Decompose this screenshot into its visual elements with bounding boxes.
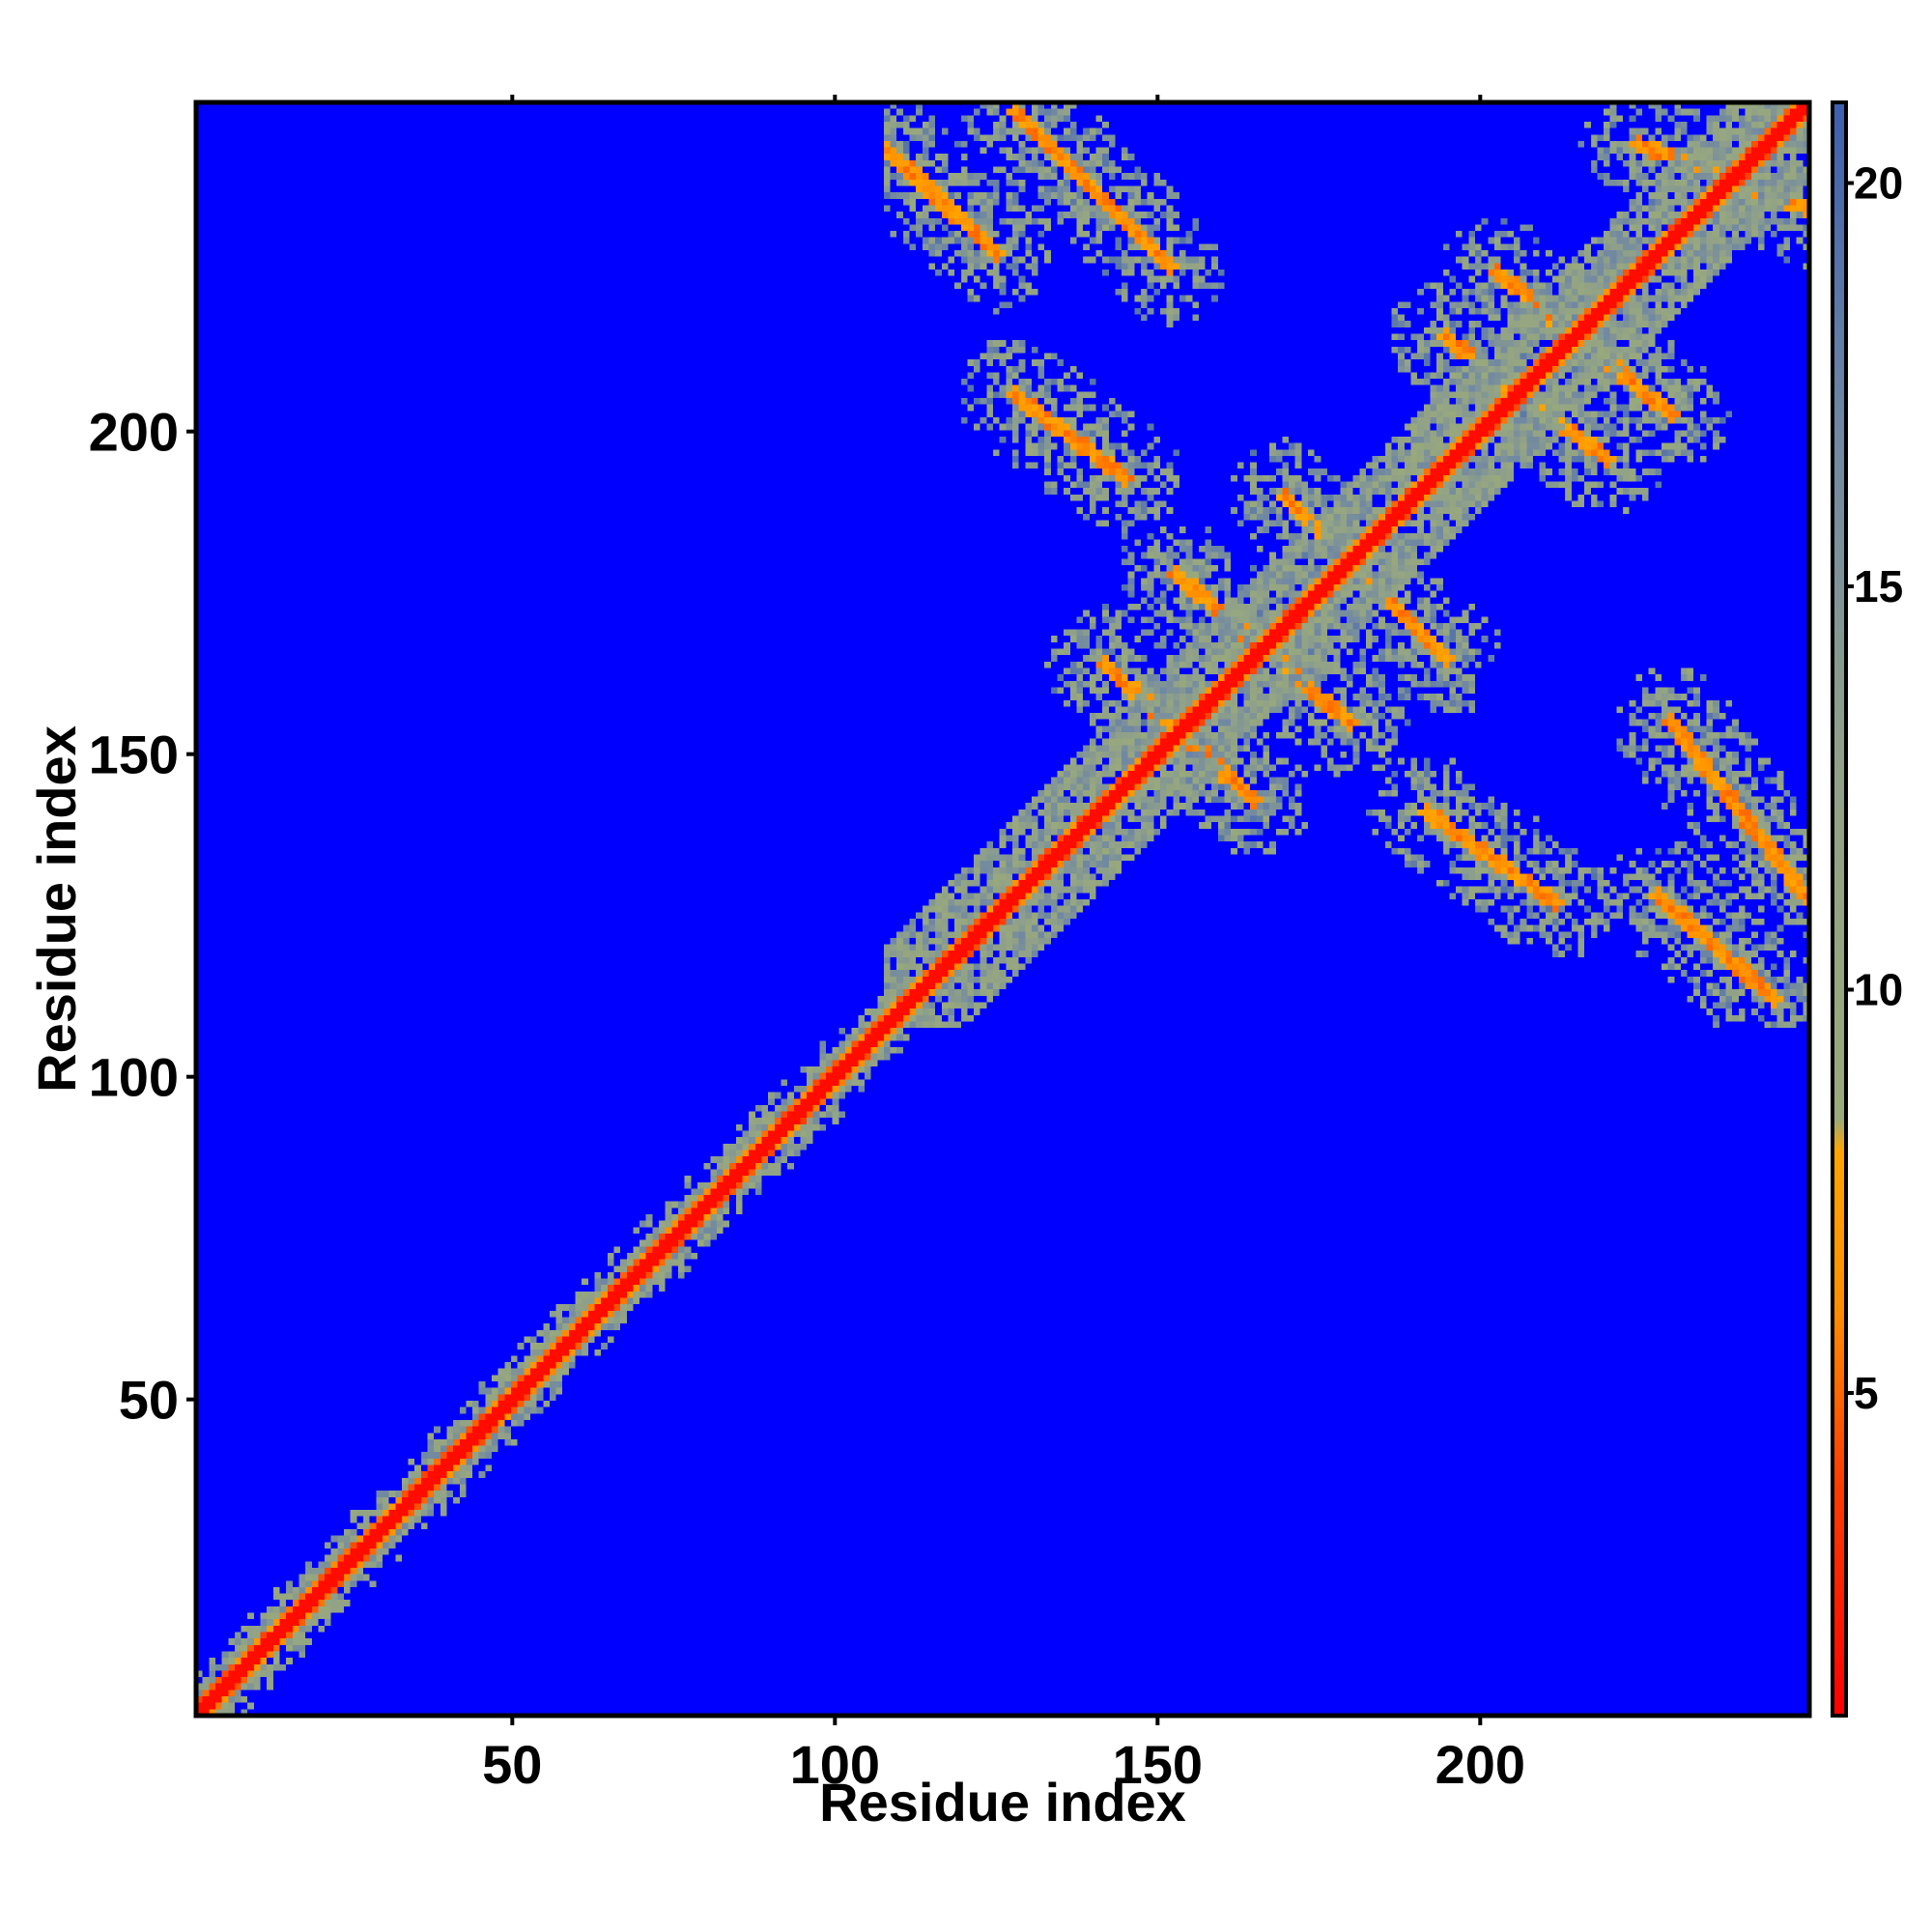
x-axis-title: Residue index bbox=[819, 1772, 1186, 1833]
x-tick-label: 100 bbox=[790, 1734, 880, 1795]
y-tick-label: 100 bbox=[89, 1047, 179, 1108]
heatmap-cells bbox=[196, 102, 1809, 1716]
y-axis-title: Residue index bbox=[26, 725, 87, 1093]
x-tick-label: 50 bbox=[482, 1734, 542, 1795]
plot-frame bbox=[193, 99, 1812, 1719]
colorbar-tick-label: 20 bbox=[1854, 158, 1903, 209]
colorbar-tick-label: 15 bbox=[1854, 561, 1903, 611]
colorbar: 5 10 15 20 bbox=[1831, 100, 1903, 1718]
y-tick-label: 200 bbox=[89, 402, 179, 463]
heatmap-image bbox=[196, 102, 1809, 1716]
axis-ticks: 50 100 150 200 50 100 150 200 bbox=[89, 95, 1525, 1795]
colorbar-tick-label: 5 bbox=[1854, 1368, 1879, 1418]
y-tick-label: 50 bbox=[119, 1370, 179, 1431]
x-tick-label: 200 bbox=[1435, 1734, 1525, 1795]
colorbar-tick-label: 10 bbox=[1854, 965, 1903, 1015]
colorbar-gradient bbox=[1831, 100, 1848, 1718]
y-tick-label: 150 bbox=[89, 724, 179, 785]
x-tick-label: 150 bbox=[1113, 1734, 1203, 1795]
